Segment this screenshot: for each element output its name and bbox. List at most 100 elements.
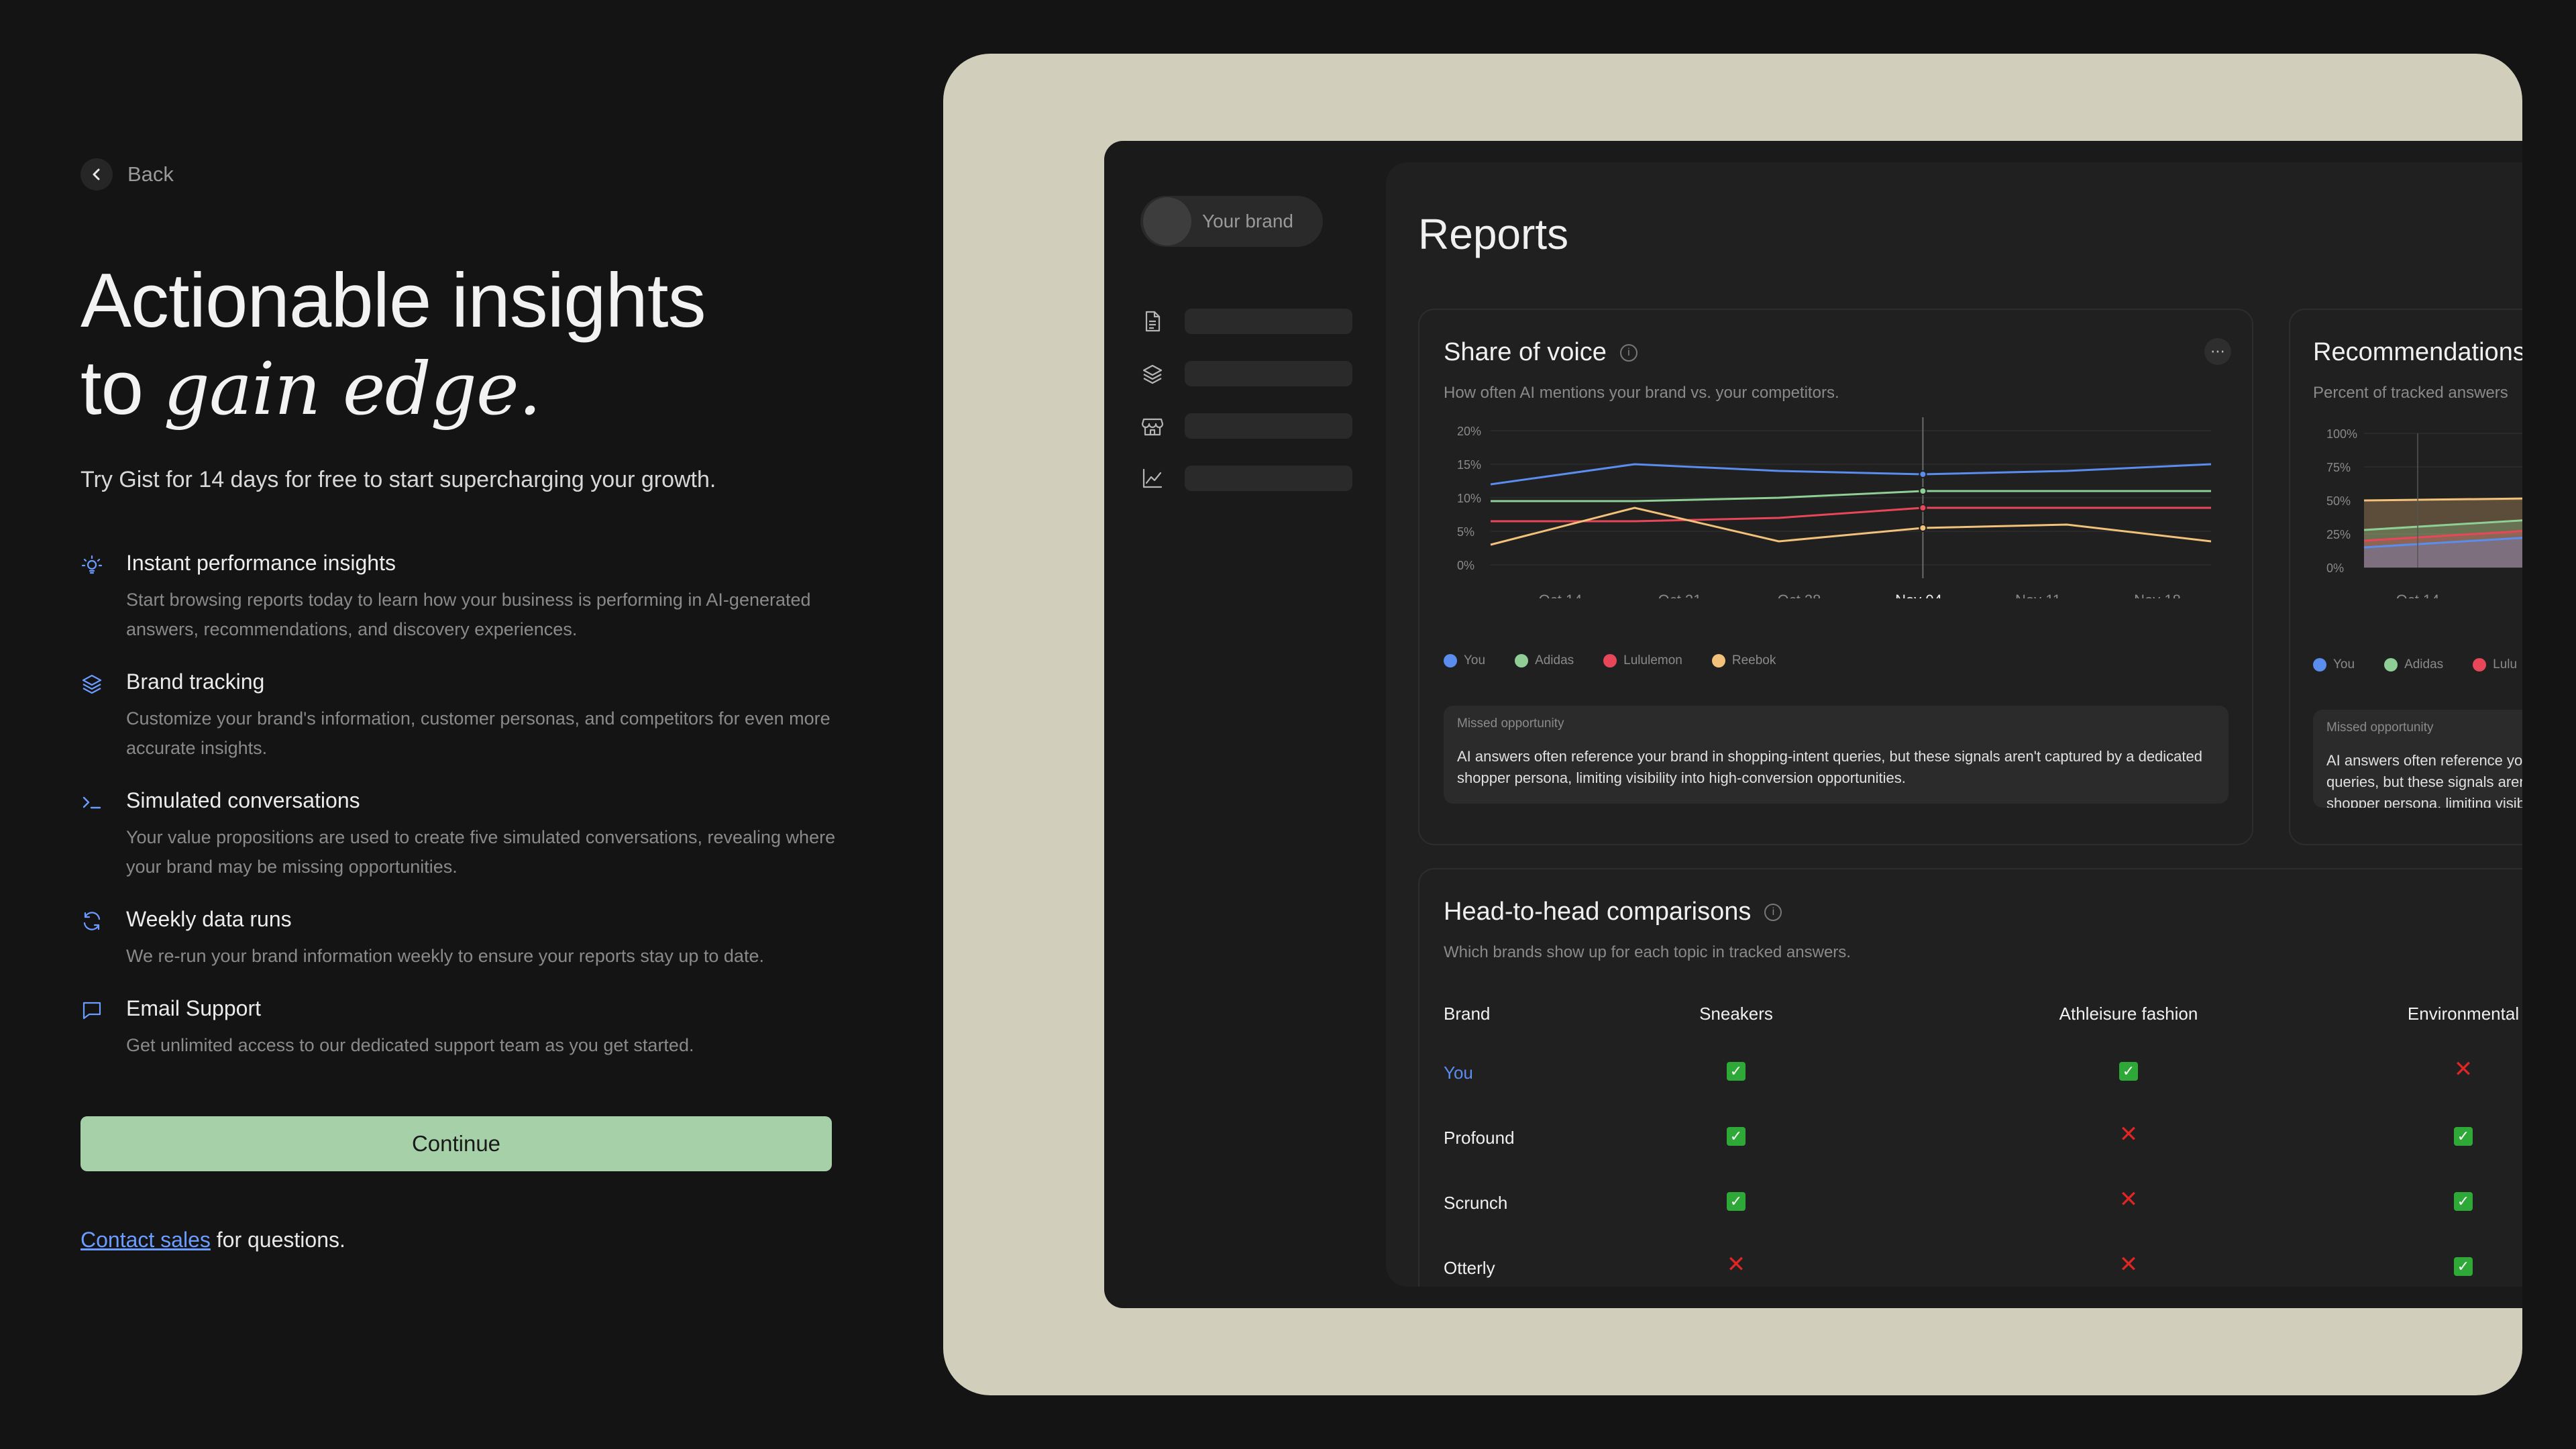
table-cell: ✕ bbox=[2454, 1058, 2473, 1081]
feature-title: Simulated conversations bbox=[126, 788, 360, 812]
layers-icon bbox=[1142, 364, 1163, 384]
x-tick-label: Nov 11 bbox=[2015, 592, 2061, 598]
chevron-left-icon bbox=[80, 158, 113, 191]
table-row: Scrunch ✓ ✕ ✓ bbox=[1444, 1167, 2522, 1232]
brand-cell: Profound bbox=[1444, 1128, 1515, 1148]
back-label: Back bbox=[127, 162, 174, 186]
table-header: Brand Sneakers Athleisure fashion Enviro… bbox=[1444, 1004, 2522, 1037]
feature-title: Brand tracking bbox=[126, 669, 265, 694]
legend-item: Adidas bbox=[1515, 653, 1574, 668]
more-options-button[interactable]: ⋯ bbox=[2204, 338, 2231, 365]
cross-icon: ✕ bbox=[2118, 1122, 2139, 1147]
y-tick-label: 50% bbox=[2326, 494, 2351, 508]
layers-icon bbox=[80, 669, 107, 763]
series-line bbox=[1490, 463, 2212, 486]
refresh-icon bbox=[80, 907, 107, 971]
cross-icon: ✕ bbox=[2118, 1187, 2139, 1212]
legend-item: Adidas bbox=[2384, 657, 2443, 672]
sidebar-item-reports[interactable] bbox=[1140, 309, 1352, 334]
check-icon: ✓ bbox=[2119, 1062, 2138, 1081]
legend-dot bbox=[2473, 658, 2487, 672]
share-of-voice-card: Share of voice i ⋯ How often AI mentions… bbox=[1418, 309, 2253, 845]
column-header: Athleisure fashion bbox=[2059, 1004, 2198, 1024]
sidebar-item-store[interactable] bbox=[1140, 413, 1352, 439]
table-cell: ✕ bbox=[2118, 1122, 2139, 1147]
document-icon bbox=[1145, 311, 1161, 332]
app-sidebar: Your brand bbox=[1104, 141, 1386, 1308]
table-cell: ✕ bbox=[2118, 1252, 2139, 1277]
info-icon[interactable]: i bbox=[1619, 343, 1638, 362]
rec-title: Recommendations bbox=[2313, 338, 2522, 366]
sov-desc: How often AI mentions your brand vs. you… bbox=[1444, 384, 1839, 402]
signup-panel: Back Actionable insights to gain edge. T… bbox=[80, 158, 835, 1085]
x-tick-label: Nov 04 bbox=[1895, 592, 1942, 598]
sidebar-item-layers[interactable] bbox=[1140, 361, 1352, 386]
brand-selector[interactable]: Your brand bbox=[1140, 196, 1323, 247]
x-tick-label: Oct 21 bbox=[1658, 592, 1702, 598]
legend-dot bbox=[2384, 658, 2398, 672]
headline-italic: gain edge. bbox=[163, 347, 541, 431]
chart-legend: You Adidas Lulu bbox=[2313, 657, 2517, 672]
series-line bbox=[1490, 506, 2212, 546]
feature-item: Weekly data runs We re-run your brand in… bbox=[80, 907, 832, 971]
page-headline: Actionable insights to gain edge. bbox=[80, 258, 832, 433]
series-line bbox=[2363, 497, 2522, 502]
share-of-voice-chart: 20% 15% 10% 5% 0% Oct 14 Oct 21 Oct 28 Nov 04 Nov… bbox=[1457, 417, 2212, 598]
x-tick-label: Nov 18 bbox=[2134, 592, 2181, 598]
legend-dot bbox=[2313, 658, 2326, 672]
sidebar-item-analytics[interactable] bbox=[1140, 466, 1352, 491]
recommendations-chart: 100%75%50%25%0%Oct 14Oc bbox=[2326, 427, 2522, 598]
y-tick-label: 75% bbox=[2326, 461, 2351, 474]
nav-placeholder-bar bbox=[1185, 466, 1352, 491]
series-area bbox=[2364, 498, 2522, 568]
legend-label: Reebok bbox=[1731, 653, 1776, 667]
missed-label: Missed opportunity bbox=[2326, 720, 2434, 735]
y-tick-label: 25% bbox=[2326, 528, 2351, 541]
store-icon bbox=[1141, 418, 1164, 436]
back-button[interactable]: Back bbox=[80, 158, 832, 191]
feature-item: Brand tracking Customize your brand's in… bbox=[80, 669, 832, 763]
series-line bbox=[2363, 537, 2522, 549]
feature-title: Email Support bbox=[126, 996, 261, 1020]
chart-legend: You Adidas Lululemon Reebok bbox=[1444, 653, 1776, 668]
check-icon: ✓ bbox=[1727, 1192, 1746, 1211]
series-point bbox=[1919, 487, 1927, 495]
brand-label: Your brand bbox=[1202, 211, 1293, 231]
legend-label: You bbox=[1464, 653, 1486, 667]
continue-button[interactable]: Continue bbox=[80, 1116, 832, 1171]
legend-label: Lululemon bbox=[1623, 653, 1682, 667]
headline-to: to bbox=[80, 345, 144, 431]
y-tick-label: 5% bbox=[1457, 525, 1474, 539]
series-point bbox=[1919, 524, 1927, 532]
y-tick-label: 15% bbox=[1457, 458, 1481, 472]
nav-placeholder-bar bbox=[1185, 309, 1352, 334]
series-point bbox=[1919, 470, 1927, 478]
legend-label: Adidas bbox=[2404, 657, 2444, 672]
x-tick-label: Oct 14 bbox=[2396, 592, 2440, 598]
feature-desc: Customize your brand's information, cust… bbox=[126, 708, 830, 758]
page-title: Reports bbox=[1418, 210, 1569, 258]
contact-sales-link[interactable]: Contact sales bbox=[80, 1228, 211, 1252]
avatar bbox=[1143, 197, 1191, 246]
legend-dot bbox=[1603, 654, 1617, 667]
missed-label: Missed opportunity bbox=[1457, 716, 1564, 731]
y-tick-label: 0% bbox=[2326, 561, 2344, 575]
product-preview-frame: Your brand Reports bbox=[943, 54, 2522, 1395]
comparison-table: Brand Sneakers Athleisure fashion Enviro… bbox=[1444, 1004, 2522, 1287]
missed-opportunity-box: Missed opportunity AI answers often refe… bbox=[1444, 706, 2229, 804]
cross-icon: ✕ bbox=[2118, 1252, 2139, 1277]
info-icon[interactable]: i bbox=[1764, 903, 1782, 921]
series-point bbox=[1919, 504, 1927, 512]
y-tick-label: 10% bbox=[1457, 492, 1481, 505]
brand-cell: Otterly bbox=[1444, 1258, 1495, 1278]
legend-label: Lulu bbox=[2493, 657, 2518, 672]
feature-item: Simulated conversations Your value propo… bbox=[80, 788, 835, 881]
sov-title: Share of voice bbox=[1444, 338, 1607, 366]
x-tick-label: Oct 14 bbox=[1539, 592, 1582, 598]
legend-item: Lulu bbox=[2473, 657, 2517, 672]
app-preview: Your brand Reports bbox=[1104, 141, 2522, 1308]
lightbulb-icon bbox=[80, 551, 107, 644]
series-area bbox=[2364, 520, 2522, 568]
check-icon: ✓ bbox=[1727, 1127, 1746, 1146]
column-header: Environmental bbox=[2407, 1004, 2520, 1024]
